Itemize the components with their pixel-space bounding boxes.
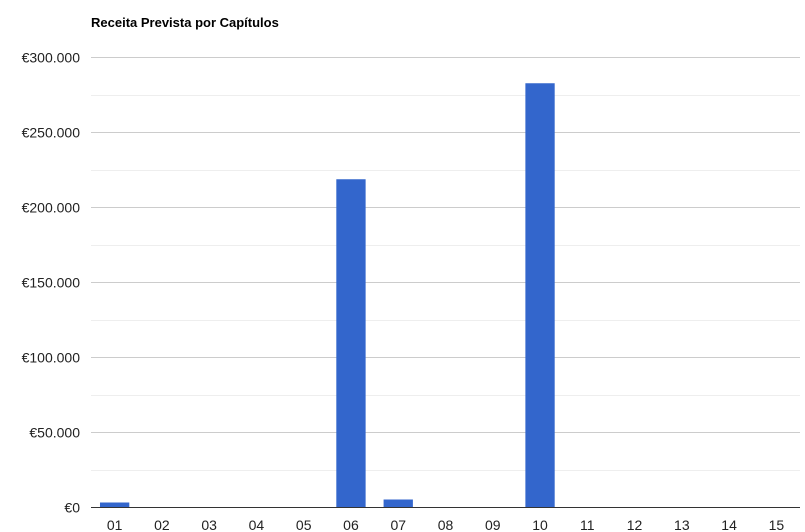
- x-tick-label: 07: [390, 517, 406, 532]
- x-tick-label: 09: [485, 517, 501, 532]
- y-tick-label: €200.000: [22, 200, 81, 216]
- x-tick-label: 05: [296, 517, 312, 532]
- x-tick-label: 06: [343, 517, 359, 532]
- y-tick-label: €150.000: [22, 275, 81, 291]
- x-tick-label: 01: [107, 517, 123, 532]
- x-tick-label: 04: [249, 517, 265, 532]
- x-tick-label: 10: [532, 517, 548, 532]
- bar-07: [383, 499, 413, 507]
- x-tick-label: 03: [201, 517, 217, 532]
- y-axis-ticks: €0 €50.000 €100.000 €150.000 €200.000 €250.00…: [22, 50, 81, 516]
- chart-title: Receita Prevista por Capítulos: [91, 15, 279, 30]
- x-axis-ticks: 01 02 03 04 05 06 07 08 09 10 11 12 13 14 15: [107, 517, 785, 532]
- gridlines: [91, 57, 800, 471]
- x-tick-label: 14: [721, 517, 737, 532]
- x-tick-label: 11: [580, 517, 595, 532]
- y-tick-label: €250.000: [22, 125, 81, 141]
- x-tick-label: 12: [627, 517, 643, 532]
- bar-06: [336, 179, 366, 507]
- bars: [99, 83, 555, 507]
- y-tick-label: €0: [64, 500, 80, 516]
- y-tick-label: €50.000: [29, 425, 80, 441]
- x-tick-label: 15: [769, 517, 785, 532]
- x-tick-label: 13: [674, 517, 690, 532]
- x-tick-label: 08: [438, 517, 454, 532]
- y-tick-label: €300.000: [22, 50, 81, 66]
- x-tick-label: 02: [154, 517, 170, 532]
- bar-01: [99, 502, 130, 507]
- bar-10: [525, 83, 555, 507]
- y-tick-label: €100.000: [22, 350, 81, 366]
